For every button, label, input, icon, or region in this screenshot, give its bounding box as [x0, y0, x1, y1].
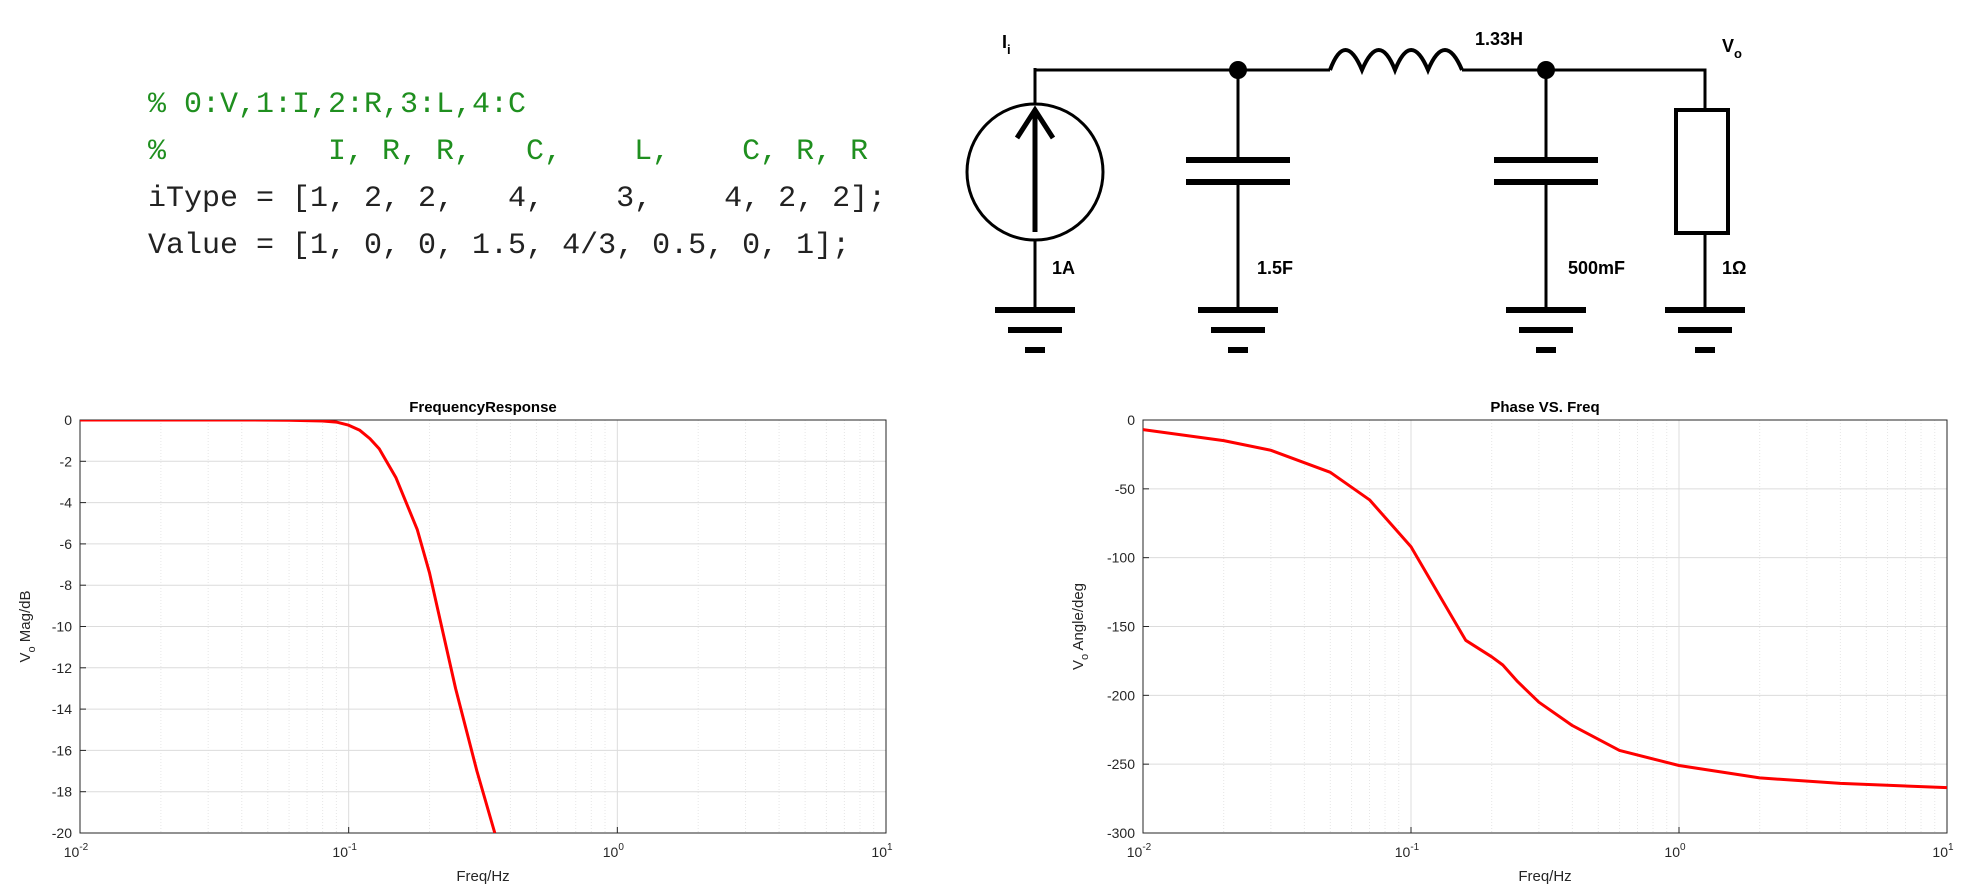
cap1-value: 1.5F — [1257, 258, 1293, 278]
ground-icon-source — [995, 307, 1075, 353]
cap1-plates — [1186, 157, 1290, 185]
source-arrow — [1014, 105, 1056, 232]
phase-y-tick-label: -250 — [1107, 756, 1135, 772]
mag-y-tick-label: -6 — [60, 536, 73, 552]
phase-y-tick-label: 0 — [1127, 412, 1135, 428]
mag-x-tick-label: 101 — [871, 842, 893, 860]
phase-y-tick-label: -300 — [1107, 825, 1135, 841]
phase-title: Phase VS. Freq — [1490, 399, 1599, 416]
mag-y-tick-label: -10 — [52, 619, 72, 635]
current-source-icon — [965, 102, 1105, 242]
code-line-4: Value = [1, 0, 0, 1.5, 4/3, 0.5, 0, 1]; — [148, 229, 851, 263]
phase-series-line-0 — [1143, 428, 1947, 790]
ground-icon-resistor — [1665, 307, 1745, 353]
mag-y-tick-label: -14 — [52, 701, 72, 717]
phase-xlabel: Freq/Hz — [1518, 868, 1571, 885]
mag-y-tick-label: -20 — [52, 825, 72, 841]
mag-x-tick-label: 10-1 — [332, 842, 357, 860]
phase-y-tick-label: -100 — [1107, 550, 1135, 566]
mag-y-tick-label: -4 — [60, 495, 73, 511]
phase-x-tick-label: 10-2 — [1127, 842, 1152, 860]
mag-xlabel: Freq/Hz — [456, 868, 509, 885]
mag-y-tick-label: -2 — [60, 453, 73, 469]
phase-y-tick-label: -200 — [1107, 687, 1135, 703]
ground-icon-cap2 — [1506, 307, 1586, 353]
code-line-3: iType = [1, 2, 2, 4, 3, 4, 2, 2]; — [148, 182, 887, 216]
phase-y-tick-label: -50 — [1115, 481, 1135, 497]
inductor-value: 1.33H — [1475, 29, 1523, 49]
top-wire — [1033, 68, 1707, 110]
phase-ylabel: Vo Angle/deg — [1070, 583, 1091, 670]
phase-x-tick-label: 10-1 — [1395, 842, 1420, 860]
mag-x-tick-label: 100 — [603, 842, 625, 860]
mag-axes-box — [79, 419, 887, 834]
phase-x-tick-label: 101 — [1932, 842, 1954, 860]
node-dot-2 — [1537, 61, 1555, 79]
code-line-1: % 0:V,1:I,2:R,3:L,4:C — [148, 88, 527, 122]
resistor-icon — [1674, 108, 1730, 235]
input-label: Ii — [1002, 32, 1011, 57]
mag-series-line-0 — [80, 420, 497, 833]
resistor-value: 1Ω — [1722, 258, 1746, 278]
mag-ylabel: Vo Mag/dB — [17, 590, 38, 662]
source-value: 1A — [1052, 258, 1075, 278]
phase-x-tick-label: 100 — [1664, 842, 1686, 860]
mag-title: FrequencyResponse — [409, 399, 557, 416]
code-panel: % 0:V,1:I,2:R,3:L,4:C % I, R, R, C, L, C… — [140, 80, 920, 280]
output-label: Vo — [1722, 36, 1742, 61]
mag-x-tick-label: 10-2 — [64, 842, 89, 860]
code-line-2: % I, R, R, C, L, C, R, R — [148, 135, 869, 169]
circuit-diagram: Ii Vo 1A 1.5F 1.33H 500mF 1Ω — [965, 29, 1746, 353]
phase-y-tick-label: -150 — [1107, 619, 1135, 635]
phase-axes-box — [1142, 419, 1948, 834]
inductor — [1328, 48, 1464, 76]
ground-icon-cap1 — [1198, 307, 1278, 353]
mag-y-tick-label: -16 — [52, 742, 72, 758]
mag-y-tick-label: -12 — [52, 660, 72, 676]
cap2-plates — [1494, 157, 1598, 185]
mag-y-tick-label: -18 — [52, 784, 72, 800]
mag-y-tick-label: 0 — [64, 412, 72, 428]
cap2-value: 500mF — [1568, 258, 1625, 278]
mag-y-tick-label: -8 — [60, 577, 73, 593]
node-dot-1 — [1229, 61, 1247, 79]
